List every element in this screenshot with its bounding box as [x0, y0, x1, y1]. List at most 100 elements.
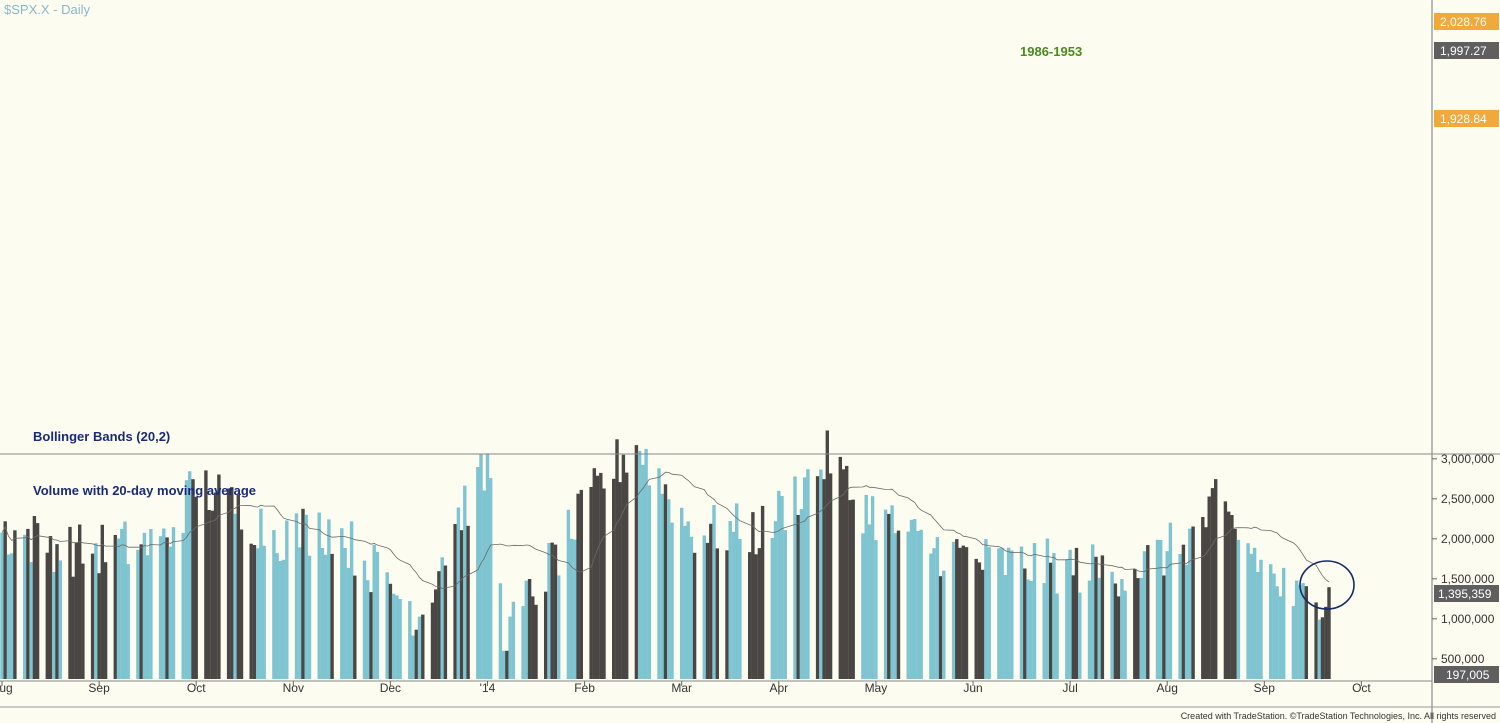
min-volume-value: 197,005	[1446, 668, 1490, 682]
volume-bar	[485, 453, 490, 679]
volume-bar	[1052, 553, 1056, 679]
volume-bar	[1136, 578, 1140, 679]
volume-bar	[94, 543, 98, 679]
volume-bar	[793, 476, 797, 679]
volume-bar	[1327, 587, 1331, 679]
volume-bar	[1252, 547, 1257, 679]
volume-bar	[919, 529, 923, 679]
volume-bar	[385, 572, 389, 679]
time-axis: Aug Sep Oct Nov Dec '14 Feb Mar Apr May Jun Jul Aug S…	[0, 681, 1371, 695]
volume-bar	[1045, 538, 1050, 679]
volume-bar	[262, 545, 266, 679]
volume-bar	[1071, 575, 1075, 679]
volume-bar	[893, 533, 897, 679]
volume-bar	[806, 469, 810, 679]
volume-bar	[6, 554, 11, 679]
volume-tick-label: 3,000,000	[1441, 452, 1495, 466]
volume-bar	[599, 472, 603, 679]
volume-bar	[566, 509, 571, 679]
volume-bar	[680, 507, 684, 679]
volume-bar	[958, 547, 962, 679]
volume-bar	[663, 484, 668, 679]
volume-bar	[1065, 559, 1069, 679]
volume-bar	[731, 531, 736, 679]
volume-highlight-circle	[1299, 560, 1355, 610]
last-price-badge: 1,997.27	[1434, 42, 1499, 59]
volume-bar	[637, 450, 642, 679]
volume-bar	[188, 471, 192, 679]
volume-bar	[890, 505, 894, 679]
volume-bar	[145, 555, 150, 679]
volume-bar	[1298, 584, 1302, 679]
volume-bar	[123, 521, 127, 679]
volume-bar	[751, 512, 755, 679]
volume-bar	[375, 551, 380, 679]
volume-bar	[330, 553, 334, 679]
volume-tick-label: 500,000	[1441, 652, 1485, 666]
volume-bar	[670, 522, 674, 679]
time-tick-label: Aug	[0, 681, 13, 695]
volume-bar	[1256, 572, 1260, 679]
volume-bar	[544, 591, 548, 679]
volume-bar	[547, 543, 551, 679]
volume-ma-line	[1, 471, 1330, 589]
volume-bar	[712, 505, 716, 679]
volume-bar	[773, 521, 778, 679]
volume-bar	[799, 509, 804, 679]
volume-bar	[1123, 590, 1127, 679]
volume-bar	[1094, 556, 1098, 679]
volume-bar	[3, 521, 7, 679]
volume-bar	[728, 521, 732, 679]
volume-bar	[463, 485, 467, 679]
time-tick-label: Jun	[963, 681, 982, 695]
volume-bar	[1068, 549, 1072, 679]
volume-bar	[783, 530, 787, 679]
time-tick-label: Oct	[1352, 681, 1371, 695]
volume-bar	[657, 468, 661, 679]
volume-bar	[97, 573, 101, 679]
volume-bar	[848, 500, 852, 679]
volume-bar	[372, 544, 376, 679]
volume-bar	[68, 526, 72, 679]
volume-bar	[45, 552, 49, 679]
volume-bar	[194, 496, 198, 679]
volume-bar	[644, 448, 648, 679]
volume-bar	[531, 596, 535, 679]
volume-bar	[641, 464, 645, 679]
volume-bar	[1184, 564, 1189, 679]
volume-bar	[476, 467, 480, 679]
volume-bar	[162, 528, 166, 679]
volume-bar	[579, 489, 583, 679]
volume-bar	[1032, 543, 1037, 679]
volume-bar	[191, 479, 195, 679]
volume-bar	[573, 539, 577, 679]
time-tick-label: Mar	[671, 681, 692, 695]
volume-bar	[1291, 606, 1296, 679]
volume-bar	[32, 516, 37, 679]
volume-bar	[340, 528, 344, 679]
volume-bar	[1139, 577, 1143, 679]
volume-bar	[1168, 522, 1173, 679]
volume-bar	[909, 519, 914, 679]
volume-bar	[780, 496, 784, 679]
volume-bar	[569, 538, 574, 679]
volume-bar	[443, 565, 448, 679]
volume-bar	[71, 576, 75, 679]
volume-bar	[984, 539, 988, 679]
range-box-label: 1986-1953	[1020, 44, 1082, 59]
volume-bar	[55, 544, 59, 679]
volume-bar	[1223, 501, 1228, 679]
volume-bar	[935, 537, 940, 679]
volume-bar	[828, 473, 833, 679]
volume-bar	[906, 531, 910, 679]
volume-bar	[977, 562, 982, 679]
volume-bar	[230, 487, 234, 679]
volume-bar	[702, 535, 706, 679]
volume-bar	[10, 553, 14, 679]
volume-bar	[217, 474, 221, 679]
volume-bar	[1097, 577, 1101, 679]
volume-bar	[647, 485, 651, 679]
volume-bar	[142, 532, 147, 679]
volume-axis: 500,000 1,000,000 1,500,000 2,000,000 2,500,…	[1432, 452, 1495, 666]
volume-bar	[1142, 551, 1147, 679]
